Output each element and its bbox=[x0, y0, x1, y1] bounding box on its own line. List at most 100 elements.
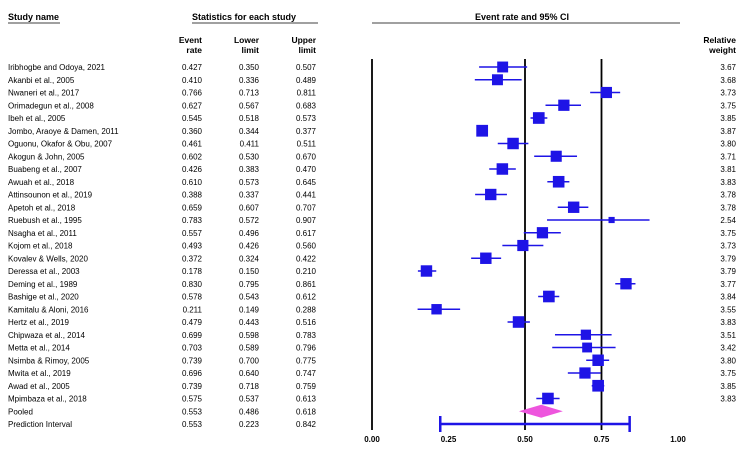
lower-limit-value: 0.543 bbox=[239, 293, 260, 302]
lower-limit-value: 0.518 bbox=[239, 114, 260, 123]
study-row: Mpimbaza et al., 2018 0.575 0.537 0.613 3.83 bbox=[8, 392, 737, 405]
upper-limit-value: 0.489 bbox=[296, 76, 317, 85]
event-rate-value: 0.699 bbox=[182, 331, 203, 340]
pooled-row: Pooled 0.553 0.486 0.618 bbox=[8, 404, 563, 418]
event-rate-value: 0.739 bbox=[182, 382, 203, 391]
study-name: Nsimba & Rimoy, 2005 bbox=[8, 356, 90, 365]
relative-weight-value: 3.79 bbox=[720, 254, 736, 263]
header-statistics: Statistics for each study bbox=[192, 12, 296, 22]
event-rate-value: 0.461 bbox=[182, 140, 203, 149]
study-row: Chipwaza et al., 2014 0.699 0.598 0.783 3.51 bbox=[8, 329, 737, 340]
event-rate-value: 0.178 bbox=[182, 267, 203, 276]
study-row: Attinsounon et al., 2019 0.388 0.337 0.441 3… bbox=[8, 188, 737, 201]
lower-limit-value: 0.537 bbox=[239, 395, 260, 404]
event-rate-value: 0.766 bbox=[182, 89, 203, 98]
study-name: Akanbi et al., 2005 bbox=[8, 76, 75, 85]
study-row: Ruebush et al., 1995 0.783 0.572 0.907 2.54 bbox=[8, 216, 737, 225]
study-name: Kamitalu & Aloni, 2016 bbox=[8, 305, 89, 314]
event-rate-value: 0.739 bbox=[182, 356, 203, 365]
upper-limit-value: 0.617 bbox=[296, 229, 317, 238]
lower-limit-value: 0.149 bbox=[239, 305, 260, 314]
upper-limit-value: 0.811 bbox=[297, 89, 317, 98]
study-row: Hertz et al., 2019 0.479 0.443 0.516 3.83 bbox=[8, 316, 737, 328]
relative-weight-value: 3.77 bbox=[720, 280, 736, 289]
effect-marker bbox=[476, 124, 489, 137]
header-relative-weight-line2: weight bbox=[708, 45, 736, 55]
lower-limit-value: 0.336 bbox=[239, 76, 260, 85]
study-row: Iribhogbe and Odoya, 2021 0.427 0.350 0.507… bbox=[8, 61, 737, 73]
upper-limit-value: 0.783 bbox=[296, 331, 317, 340]
event-rate-value: 0.553 bbox=[182, 407, 203, 416]
upper-limit-value: 0.288 bbox=[296, 305, 317, 314]
x-tick-label: 0.00 bbox=[364, 435, 380, 444]
study-name: Hertz et al., 2019 bbox=[8, 318, 69, 327]
relative-weight-value: 3.75 bbox=[720, 229, 736, 238]
lower-limit-value: 0.795 bbox=[239, 280, 260, 289]
study-name: Pooled bbox=[8, 407, 33, 416]
study-row: Kojom et al., 2018 0.493 0.426 0.560 3.73 bbox=[8, 239, 737, 252]
lower-limit-value: 0.486 bbox=[239, 407, 260, 416]
lower-limit-value: 0.589 bbox=[239, 344, 260, 353]
study-row: Awuah et al., 2018 0.610 0.573 0.645 3.83 bbox=[8, 175, 737, 188]
effect-marker bbox=[532, 112, 545, 124]
event-rate-value: 0.783 bbox=[182, 216, 203, 225]
effect-marker bbox=[542, 392, 554, 405]
event-rate-value: 0.610 bbox=[182, 178, 203, 187]
lower-limit-value: 0.443 bbox=[239, 318, 260, 327]
study-name: Deming et al., 1989 bbox=[8, 280, 78, 289]
relative-weight-value: 3.42 bbox=[720, 344, 736, 353]
effect-marker bbox=[600, 86, 612, 99]
upper-limit-value: 0.759 bbox=[296, 382, 317, 391]
study-name: Oguonu, Okafor & Obu, 2007 bbox=[8, 140, 113, 149]
study-name: Nwaneri et al., 2017 bbox=[8, 89, 80, 98]
lower-limit-value: 0.607 bbox=[239, 203, 260, 212]
relative-weight-value: 3.75 bbox=[720, 369, 736, 378]
event-rate-value: 0.627 bbox=[182, 101, 203, 110]
upper-limit-value: 0.613 bbox=[296, 395, 317, 404]
upper-limit-value: 0.775 bbox=[296, 356, 317, 365]
upper-limit-value: 0.796 bbox=[296, 344, 317, 353]
header-lower-limit-line2: limit bbox=[242, 45, 260, 55]
relative-weight-value: 3.79 bbox=[720, 267, 736, 276]
upper-limit-value: 0.645 bbox=[296, 178, 317, 187]
upper-limit-value: 0.573 bbox=[296, 114, 317, 123]
effect-marker bbox=[592, 379, 604, 392]
study-name: Ibeh et al., 2005 bbox=[8, 114, 66, 123]
study-name: Akogun & John, 2005 bbox=[8, 152, 85, 161]
study-row: Metta et al., 2014 0.703 0.589 0.796 3.42 bbox=[8, 342, 737, 353]
study-row: Akanbi et al., 2005 0.410 0.336 0.489 3.68 bbox=[8, 74, 737, 86]
upper-limit-value: 0.377 bbox=[296, 127, 317, 136]
upper-limit-value: 0.861 bbox=[296, 280, 317, 289]
relative-weight-value: 2.54 bbox=[720, 216, 736, 225]
event-rate-value: 0.545 bbox=[182, 114, 203, 123]
relative-weight-value: 3.80 bbox=[720, 140, 736, 149]
upper-limit-value: 0.612 bbox=[296, 293, 317, 302]
effect-marker bbox=[608, 216, 615, 224]
study-rows: Iribhogbe and Odoya, 2021 0.427 0.350 0.507… bbox=[8, 61, 737, 432]
study-name: Iribhogbe and Odoya, 2021 bbox=[8, 63, 106, 72]
relative-weight-value: 3.83 bbox=[720, 178, 736, 187]
study-name: Awad et al., 2005 bbox=[8, 382, 70, 391]
study-name: Mwita et al., 2019 bbox=[8, 369, 71, 378]
study-row: Kovalev & Wells, 2020 0.372 0.324 0.422 3.79 bbox=[8, 252, 737, 264]
study-name: Awuah et al., 2018 bbox=[8, 178, 75, 187]
study-row: Nsimba & Rimoy, 2005 0.739 0.700 0.775 3.80 bbox=[8, 354, 737, 366]
lower-limit-value: 0.350 bbox=[239, 63, 260, 72]
study-row: Kamitalu & Aloni, 2016 0.211 0.149 0.288 3.5… bbox=[8, 304, 737, 315]
effect-marker bbox=[592, 354, 604, 366]
event-rate-value: 0.578 bbox=[182, 293, 203, 302]
relative-weight-value: 3.68 bbox=[720, 76, 736, 85]
study-name: Prediction Interval bbox=[8, 420, 72, 429]
study-name: Mpimbaza et al., 2018 bbox=[8, 395, 87, 404]
lower-limit-value: 0.337 bbox=[239, 191, 260, 200]
lower-limit-value: 0.598 bbox=[239, 331, 260, 340]
header-event-rate-line1: Event bbox=[179, 35, 202, 45]
relative-weight-value: 3.83 bbox=[720, 318, 736, 327]
x-tick-label: 0.50 bbox=[517, 435, 533, 444]
effect-marker bbox=[485, 188, 497, 201]
relative-weight-value: 3.78 bbox=[720, 191, 736, 200]
study-name: Nsagha et al., 2011 bbox=[8, 229, 77, 238]
event-rate-value: 0.575 bbox=[182, 395, 203, 404]
upper-limit-value: 0.511 bbox=[297, 140, 317, 149]
study-row: Oguonu, Okafor & Obu, 2007 0.461 0.411 0.51… bbox=[8, 137, 737, 150]
